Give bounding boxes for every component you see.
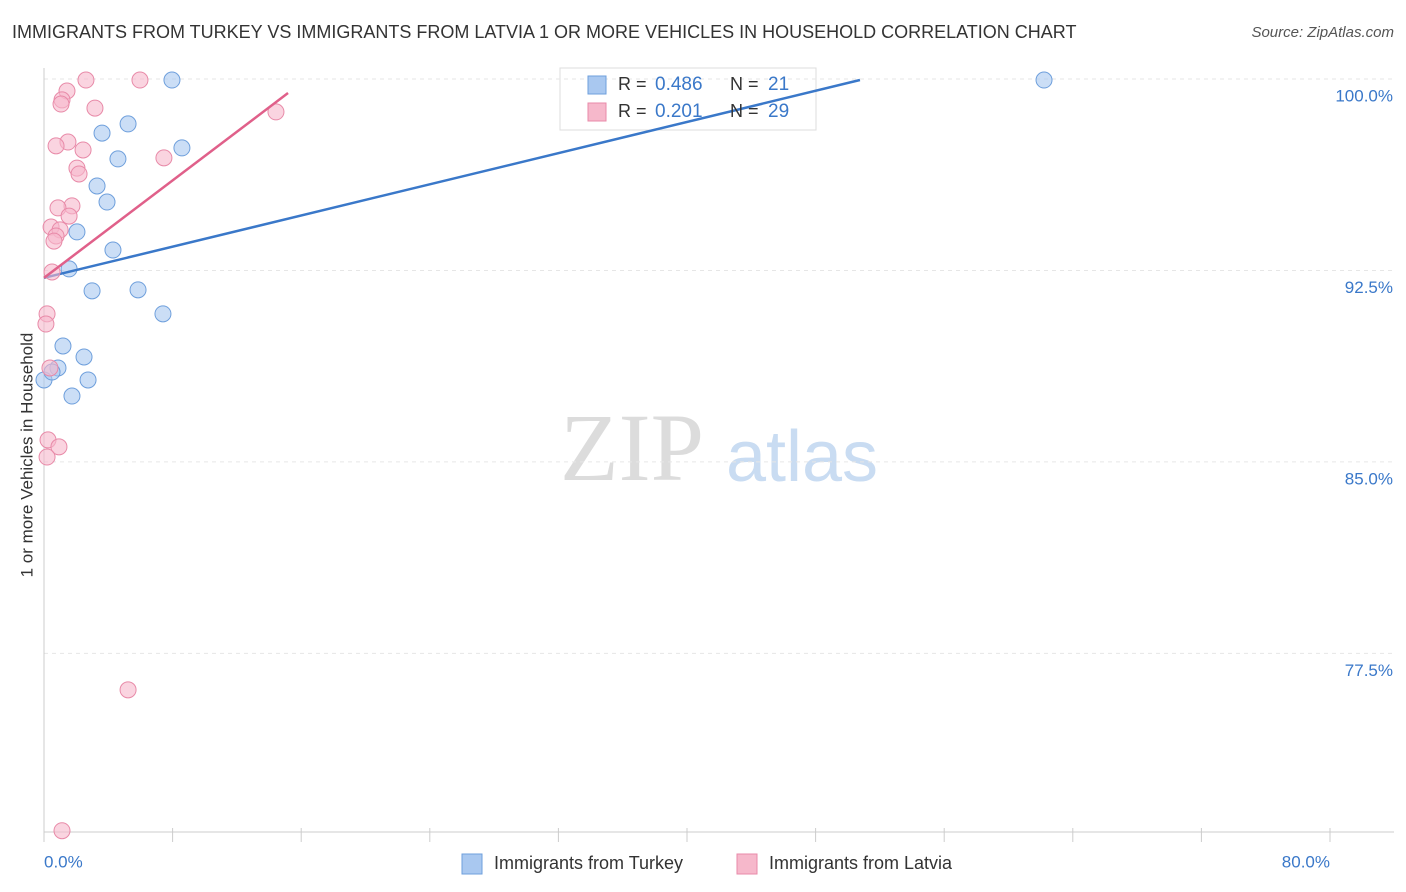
legend-n-label: N = [730,74,759,94]
point [38,448,56,466]
x-tick-label: 0.0% [44,852,83,871]
legend-r-value: 0.201 [655,101,703,122]
legend-n-value: 21 [768,74,789,95]
y-axis-label: 1 or more Vehicles in Household [17,333,36,578]
trend-line [43,78,861,280]
point [54,337,72,355]
legend-label: Immigrants from Latvia [769,853,953,873]
y-tick-label: 100.0% [1335,86,1393,105]
point [45,232,63,250]
point [155,149,173,167]
point [93,124,111,142]
point [50,438,68,456]
legend-n-value: 29 [768,101,789,122]
point [53,822,71,840]
y-tick-label: 85.0% [1345,469,1393,488]
point [74,141,92,159]
point [37,315,55,333]
legend-swatch [461,853,483,875]
y-tick-label: 77.5% [1345,661,1393,680]
point [119,115,137,133]
point [77,71,95,89]
x-tick-label: 80.0% [1282,852,1330,871]
legend-swatch [587,75,607,95]
y-tick-label: 92.5% [1345,278,1393,297]
point [86,99,104,117]
legend-r-value: 0.486 [655,74,703,95]
legend-n-label: N = [730,101,759,121]
point [267,103,285,121]
point [68,223,86,241]
legend-r-label: R = [618,101,647,121]
legend-swatch [736,853,758,875]
point [47,137,65,155]
legend-swatch [587,102,607,122]
point [70,165,88,183]
point [119,681,137,699]
point [163,71,181,89]
source: Source: ZipAtlas.com [1251,24,1394,41]
point [41,359,59,377]
point [52,95,70,113]
trend-line [43,92,289,279]
point [131,71,149,89]
point [1035,71,1053,89]
watermark: ZIP [560,394,704,501]
point [60,207,78,225]
watermark: atlas [726,417,878,497]
point [173,139,191,157]
point [88,177,106,195]
point [98,193,116,211]
point [104,241,122,259]
point [63,387,81,405]
point [83,282,101,300]
point [154,305,172,323]
chart-title: IMMIGRANTS FROM TURKEY VS IMMIGRANTS FRO… [12,22,1076,42]
legend-label: Immigrants from Turkey [494,853,683,873]
legend-r-label: R = [618,74,647,94]
point [129,281,147,299]
point [109,150,127,168]
point [75,348,93,366]
point [79,371,97,389]
